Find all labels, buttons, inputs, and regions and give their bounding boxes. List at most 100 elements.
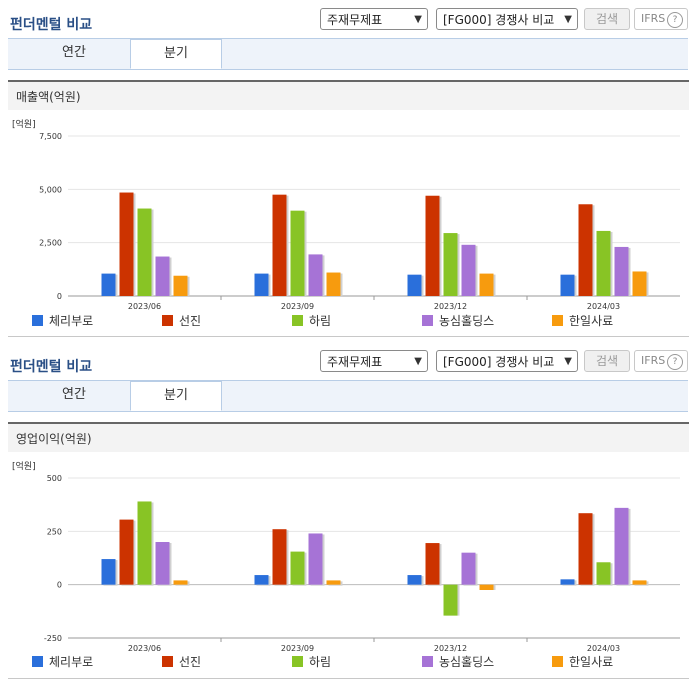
- operating-profit-chart: 500 250 0 -250 2023/06 2023/09 2023/12 2024/03: [44, 474, 680, 653]
- unit-label: [억원]: [12, 120, 36, 130]
- question-icon: ?: [667, 354, 683, 370]
- legend-swatch: [292, 656, 303, 667]
- peer-select-value: [FG000] 경쟁사 비교: [443, 13, 555, 27]
- bar: [155, 256, 170, 296]
- divider: [8, 336, 689, 337]
- bar: [326, 272, 341, 296]
- legend-item[interactable]: 농심홀딩스: [422, 313, 494, 329]
- search-button[interactable]: 검색: [584, 8, 630, 30]
- metric-title: 매출액(억원): [8, 80, 689, 110]
- peer-select[interactable]: [FG000] 경쟁사 비교 ▼: [436, 350, 578, 372]
- tab-bar-1: 연간 분기: [0, 38, 696, 70]
- bar: [308, 254, 323, 296]
- section-header: 펀더멘털 비교 주재무제표 ▼ [FG000] 경쟁사 비교 ▼ 검색 IFRS…: [0, 0, 696, 38]
- peer-select-value: [FG000] 경쟁사 비교: [443, 355, 555, 369]
- legend-swatch: [552, 656, 563, 667]
- bar: [461, 244, 476, 296]
- bar: [425, 543, 440, 585]
- statement-select[interactable]: 주재무제표 ▼: [320, 350, 428, 372]
- y-tick-label: 7,500: [39, 132, 62, 141]
- bar: [101, 559, 116, 585]
- statement-select-value: 주재무제표: [327, 355, 383, 369]
- y-tick-label: 2,500: [39, 239, 62, 248]
- y-tick-label: -250: [44, 634, 62, 643]
- bar: [479, 584, 494, 590]
- bar: [443, 233, 458, 296]
- tab-quarterly[interactable]: 분기: [130, 39, 222, 69]
- tab-annual[interactable]: 연간: [62, 387, 86, 402]
- legend-label: 하림: [309, 655, 332, 669]
- x-tick-label: 2024/03: [587, 644, 620, 653]
- x-tick-label: 2023/12: [434, 302, 467, 310]
- chevron-down-icon: ▼: [414, 14, 422, 25]
- bar: [578, 204, 593, 296]
- legend-label: 농심홀딩스: [439, 314, 495, 328]
- tab-quarterly[interactable]: 분기: [130, 381, 222, 411]
- bar: [254, 575, 269, 585]
- legend: 체리부로 선진 하림 농심홀딩스 한일사료: [0, 313, 696, 329]
- search-button[interactable]: 검색: [584, 350, 630, 372]
- bar: [272, 194, 287, 296]
- bar: [560, 274, 575, 296]
- x-tick-label: 2023/12: [434, 644, 467, 653]
- ifrs-help-button[interactable]: IFRS ?: [634, 350, 688, 372]
- statement-select[interactable]: 주재무제표 ▼: [320, 8, 428, 30]
- bar: [173, 275, 188, 296]
- unit-label: [억원]: [12, 462, 36, 472]
- legend-swatch: [422, 315, 433, 326]
- section-header: 펀더멘털 비교 주재무제표 ▼ [FG000] 경쟁사 비교 ▼ 검색 IFRS…: [0, 342, 696, 380]
- section-title: 펀더멘털 비교: [10, 359, 93, 375]
- fundamental-section-2: 펀더멘털 비교 주재무제표 ▼ [FG000] 경쟁사 비교 ▼ 검색 IFRS…: [0, 342, 696, 380]
- legend-item[interactable]: 하림: [292, 313, 331, 329]
- legend-item[interactable]: 선진: [162, 313, 201, 329]
- legend-label: 한일사료: [569, 655, 614, 669]
- metric-title: 영업이익(억원): [8, 422, 689, 452]
- legend-swatch: [32, 315, 43, 326]
- legend-label: 체리부로: [49, 314, 94, 328]
- question-icon: ?: [667, 12, 683, 28]
- legend-item[interactable]: 체리부로: [32, 313, 93, 329]
- bar: [254, 273, 269, 296]
- bar: [596, 230, 611, 296]
- legend-item[interactable]: 한일사료: [552, 313, 613, 329]
- legend-swatch: [292, 315, 303, 326]
- bar: [137, 501, 152, 585]
- legend-swatch: [552, 315, 563, 326]
- bar: [632, 271, 647, 296]
- bar: [614, 507, 629, 585]
- legend-label: 하림: [309, 314, 332, 328]
- y-tick-label: 250: [47, 527, 62, 536]
- ifrs-help-button[interactable]: IFRS ?: [634, 8, 688, 30]
- legend-item[interactable]: 한일사료: [552, 654, 613, 670]
- legend-item[interactable]: 체리부로: [32, 654, 93, 670]
- statement-select-value: 주재무제표: [327, 13, 383, 27]
- legend-swatch: [32, 656, 43, 667]
- x-tick-label: 2023/09: [281, 302, 314, 310]
- peer-select[interactable]: [FG000] 경쟁사 비교 ▼: [436, 8, 578, 30]
- bar: [560, 579, 575, 585]
- legend-swatch: [162, 315, 173, 326]
- legend-label: 선진: [179, 314, 202, 328]
- bar: [632, 580, 647, 585]
- section-title: 펀더멘털 비교: [10, 17, 93, 33]
- divider: [8, 678, 689, 679]
- y-tick-label: 0: [57, 292, 62, 301]
- ifrs-label: IFRS: [641, 354, 666, 367]
- tab-bar-2: 연간 분기: [0, 380, 696, 412]
- bar: [290, 551, 305, 585]
- tab-annual[interactable]: 연간: [62, 45, 86, 60]
- bar: [479, 273, 494, 296]
- bar: [272, 529, 287, 585]
- bar: [119, 519, 134, 585]
- bar: [308, 533, 323, 585]
- legend-swatch: [162, 656, 173, 667]
- bar: [119, 192, 134, 296]
- legend-item[interactable]: 농심홀딩스: [422, 654, 494, 670]
- revenue-chart: 7,500 5,000 2,500 0 2023/06 2023/09 2023/12 202…: [39, 132, 680, 310]
- bar: [137, 208, 152, 296]
- legend-label: 한일사료: [569, 314, 614, 328]
- x-tick-label: 2024/03: [587, 302, 620, 310]
- legend-item[interactable]: 하림: [292, 654, 331, 670]
- bar: [578, 513, 593, 585]
- legend-item[interactable]: 선진: [162, 654, 201, 670]
